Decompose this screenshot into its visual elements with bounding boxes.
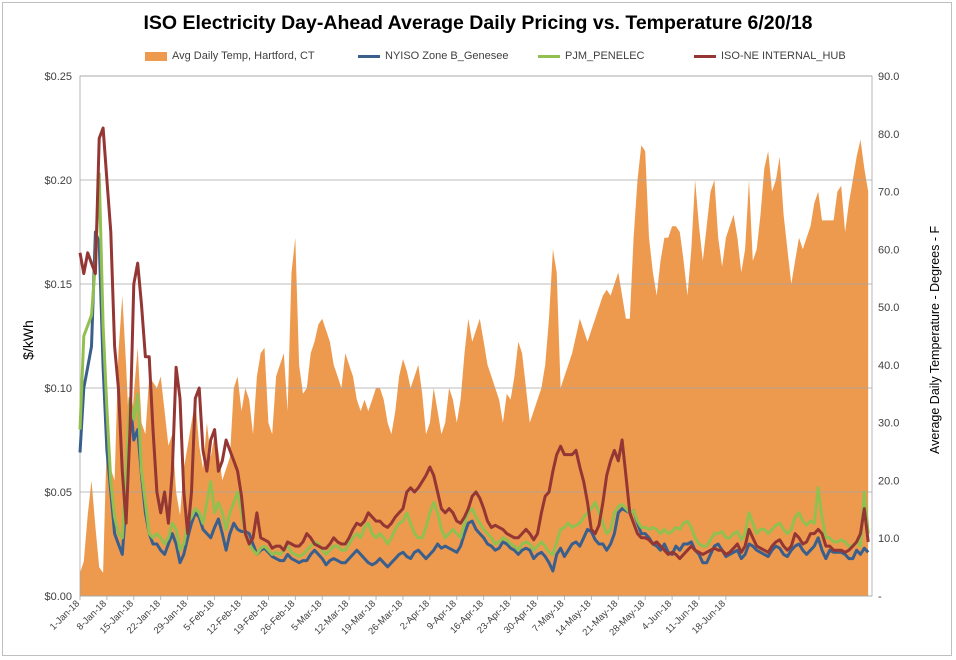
y-tick-right: 90.0	[878, 71, 899, 83]
y-tick-right: 70.0	[878, 187, 899, 199]
series-line-2	[78, 172, 870, 558]
y-tick-right: 10.0	[878, 533, 899, 545]
y-tick-left: $0.25	[44, 71, 72, 83]
legend-swatch-isone	[694, 54, 716, 58]
series-line-3	[78, 126, 870, 561]
chart-title: ISO Electricity Day-Ahead Average Daily …	[143, 12, 813, 34]
y-tick-right: 60.0	[878, 244, 899, 256]
legend-item-pjm: PJM_PENELEC	[538, 50, 644, 62]
y-tick-left: $0.20	[44, 175, 72, 187]
legend-label-pjm: PJM_PENELEC	[565, 50, 645, 62]
y-tick-right: 40.0	[878, 360, 899, 372]
y-tick-right: 20.0	[878, 475, 899, 487]
legend-swatch-temp	[145, 51, 167, 61]
y-tick-right: 50.0	[878, 302, 899, 314]
legend-label-nyiso: NYISO Zone B_Genesee	[385, 50, 509, 62]
legend-label-isone: ISO-NE INTERNAL_HUB	[721, 50, 846, 62]
legend-item-nyiso: NYISO Zone B_Genesee	[358, 50, 509, 62]
y-tick-left: $0.10	[44, 383, 72, 395]
y-tick-right: 30.0	[878, 418, 899, 430]
legend-item-isone: ISO-NE INTERNAL_HUB	[694, 50, 846, 62]
y-tick-right: -	[878, 591, 882, 603]
y-tick-right: 80.0	[878, 129, 899, 141]
series-line-1	[78, 230, 870, 573]
plot-border	[79, 75, 873, 597]
legend-label-temp: Avg Daily Temp, Hartford, CT	[172, 50, 315, 62]
y-tick-left: $0.15	[44, 279, 72, 291]
legend-item-temp: Avg Daily Temp, Hartford, CT	[145, 50, 315, 62]
y-tick-left: $0.05	[44, 487, 72, 499]
series-area-temp	[80, 139, 869, 596]
y-tick-left: $0.00	[44, 591, 72, 603]
legend-swatch-pjm	[538, 54, 560, 58]
legend-swatch-nyiso	[358, 54, 380, 58]
